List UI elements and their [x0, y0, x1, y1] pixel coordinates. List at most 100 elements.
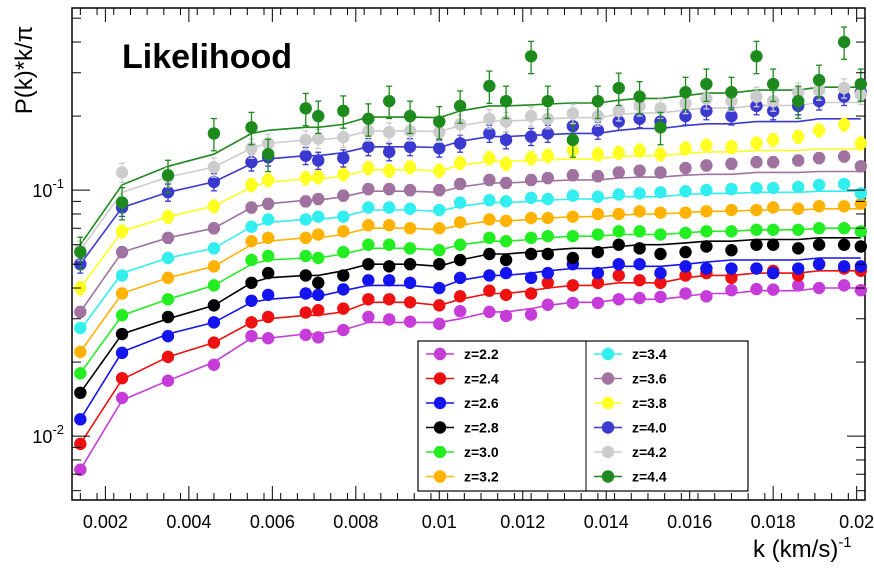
- legend-label: z=4.0: [632, 420, 667, 436]
- data-point: [312, 251, 325, 265]
- data-point: [679, 287, 692, 300]
- data-point: [161, 374, 175, 387]
- data-point: [854, 77, 868, 91]
- data-point: [161, 329, 175, 343]
- data-point: [750, 203, 763, 217]
- data-point: [403, 109, 417, 123]
- model-curve: [79, 118, 861, 265]
- data-point: [837, 222, 851, 235]
- series-points: [74, 197, 868, 359]
- data-point: [245, 316, 258, 329]
- data-point: [383, 238, 396, 251]
- data-point: [566, 168, 580, 182]
- data-point: [766, 283, 780, 296]
- data-point: [261, 288, 275, 302]
- data-point: [854, 187, 868, 200]
- data-point: [403, 296, 417, 309]
- data-point: [566, 251, 580, 265]
- data-point: [312, 170, 325, 184]
- data-point: [245, 329, 258, 343]
- legend-marker: [601, 347, 615, 361]
- data-point: [383, 145, 396, 159]
- data-point: [541, 211, 554, 225]
- data-point: [403, 242, 417, 255]
- data-point: [566, 296, 580, 310]
- series-points: [74, 222, 868, 380]
- data-point: [207, 279, 221, 292]
- data-point: [115, 269, 129, 282]
- data-point: [750, 90, 763, 103]
- x-axis-label-text: k (km/s): [753, 536, 838, 563]
- data-point: [654, 166, 667, 179]
- data-point: [362, 161, 375, 175]
- data-point: [161, 231, 175, 245]
- data-point: [207, 160, 221, 174]
- data-point: [337, 189, 350, 202]
- x-tick-label: 0.012: [500, 512, 545, 532]
- data-point: [453, 216, 467, 229]
- data-point: [483, 194, 496, 207]
- data-point: [433, 243, 446, 257]
- data-point: [299, 213, 312, 226]
- data-point: [633, 225, 646, 238]
- data-point: [766, 238, 780, 251]
- data-point: [383, 219, 396, 232]
- data-point: [591, 276, 605, 290]
- legend-label: z=2.8: [464, 420, 499, 436]
- data-point: [299, 195, 312, 208]
- data-point: [725, 140, 738, 154]
- data-point: [499, 94, 513, 108]
- data-point: [792, 242, 805, 255]
- legend-marker: [433, 372, 447, 385]
- data-point: [161, 168, 175, 182]
- y-tick-label-exponent: -1: [52, 176, 64, 191]
- legend-marker: [433, 347, 447, 361]
- data-point: [499, 133, 513, 147]
- data-point: [115, 391, 129, 405]
- data-point: [362, 140, 375, 154]
- data-point: [541, 192, 554, 206]
- data-point: [541, 298, 554, 311]
- data-point: [541, 276, 554, 290]
- data-point: [654, 276, 667, 290]
- data-point: [854, 160, 868, 173]
- data-point: [541, 247, 554, 261]
- data-point: [207, 242, 221, 255]
- data-point: [337, 283, 350, 296]
- data-point: [74, 305, 87, 319]
- data-point: [337, 245, 350, 259]
- data-point: [524, 151, 538, 165]
- data-point: [433, 299, 446, 312]
- data-point: [750, 223, 763, 236]
- data-point: [207, 222, 221, 235]
- data-point: [591, 207, 605, 221]
- data-point: [792, 180, 805, 194]
- series-points: [74, 150, 868, 319]
- data-point: [725, 271, 738, 285]
- data-point: [383, 293, 396, 306]
- data-point: [725, 157, 738, 170]
- data-point: [403, 257, 417, 271]
- data-point: [766, 181, 780, 195]
- data-point: [245, 294, 258, 307]
- data-point: [299, 328, 312, 342]
- data-point: [679, 142, 692, 155]
- data-point: [679, 226, 692, 240]
- data-point: [362, 182, 375, 196]
- data-point: [591, 169, 605, 183]
- data-point: [337, 225, 350, 238]
- data-point: [207, 200, 221, 213]
- data-point: [261, 197, 275, 210]
- data-point: [362, 274, 375, 287]
- data-point: [453, 271, 467, 285]
- data-point: [312, 210, 325, 223]
- data-point: [433, 317, 446, 331]
- data-point: [792, 262, 805, 275]
- data-point: [362, 310, 375, 324]
- data-point: [499, 157, 513, 170]
- data-point: [499, 309, 513, 323]
- data-point: [337, 302, 350, 315]
- legend-marker: [433, 396, 447, 410]
- data-point: [115, 166, 129, 179]
- data-point: [245, 155, 258, 169]
